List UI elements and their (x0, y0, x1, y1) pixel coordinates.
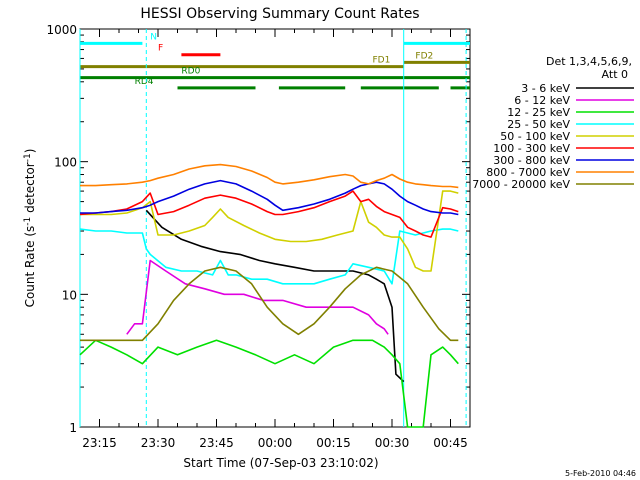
timestamp: 5-Feb-2010 04:46 (565, 469, 636, 478)
series-group (79, 163, 459, 428)
y-tick-label: 100 (54, 156, 77, 170)
y-axis-label-sup1: -1 (23, 217, 33, 226)
x-tick-label: 23:30 (141, 436, 176, 450)
y-axis-label: Count Rate (s-1 detector-1) (23, 149, 37, 308)
y-axis-label-sup2: -1 (23, 153, 33, 162)
series-line-8 (80, 266, 459, 342)
legend-label: 25 - 50 keV (507, 118, 570, 131)
legend-label: 7000 - 20000 keV (472, 178, 570, 191)
status-label-rd0: RD0 (181, 67, 200, 77)
series-line-1 (126, 259, 389, 335)
y-axis-label-end: ) (23, 149, 37, 154)
series-line-0 (145, 209, 405, 383)
y-tick-label: 1 (69, 421, 77, 435)
status-bars: NF FD1 FD2 RD0 RD4 (80, 32, 470, 90)
status-label-n: N (150, 32, 157, 42)
legend-label: 50 - 100 keV (500, 130, 570, 143)
series-line-7 (80, 163, 459, 189)
axis-ticks: 1 10 100 1000 23:15 23:30 23:45 00:00 00:15 00:30… (46, 23, 471, 450)
y-tick-label: 10 (62, 288, 77, 302)
legend-label: 12 - 25 keV (507, 106, 570, 119)
legend-label: 300 - 800 keV (493, 154, 570, 167)
y-tick-label: 1000 (46, 23, 77, 37)
x-tick-label: 00:30 (375, 436, 410, 450)
legend-subtitle: Att 0 (602, 68, 628, 81)
y-axis-label-mid: detector (23, 162, 37, 217)
series-line-6 (80, 179, 459, 216)
status-label-rd4: RD4 (135, 77, 154, 87)
legend-title: Det 1,3,4,5,6,9, (546, 55, 632, 68)
legend-label: 800 - 7000 keV (486, 166, 570, 179)
status-label-fd1: FD1 (373, 56, 391, 66)
status-label-fd2: FD2 (415, 51, 433, 61)
series-line-3 (79, 228, 459, 285)
y-axis-label-main: Count Rate (s (23, 226, 37, 308)
series-line-2 (79, 339, 459, 428)
x-tick-label: 23:15 (82, 436, 117, 450)
x-tick-label: 23:45 (199, 436, 234, 450)
legend-label: 6 - 12 keV (514, 94, 570, 107)
x-axis-label: Start Time (07-Sep-03 23:10:02) (183, 456, 378, 470)
x-tick-label: 00:15 (316, 436, 351, 450)
legend-label: 3 - 6 keV (521, 82, 570, 95)
chart-title: HESSI Observing Summary Count Rates (140, 6, 419, 22)
legend-label: 100 - 300 keV (493, 142, 570, 155)
x-tick-label: 00:45 (433, 436, 468, 450)
x-tick-label: 00:00 (258, 436, 293, 450)
series-line-4 (80, 190, 459, 272)
status-label-f: F (158, 44, 163, 54)
